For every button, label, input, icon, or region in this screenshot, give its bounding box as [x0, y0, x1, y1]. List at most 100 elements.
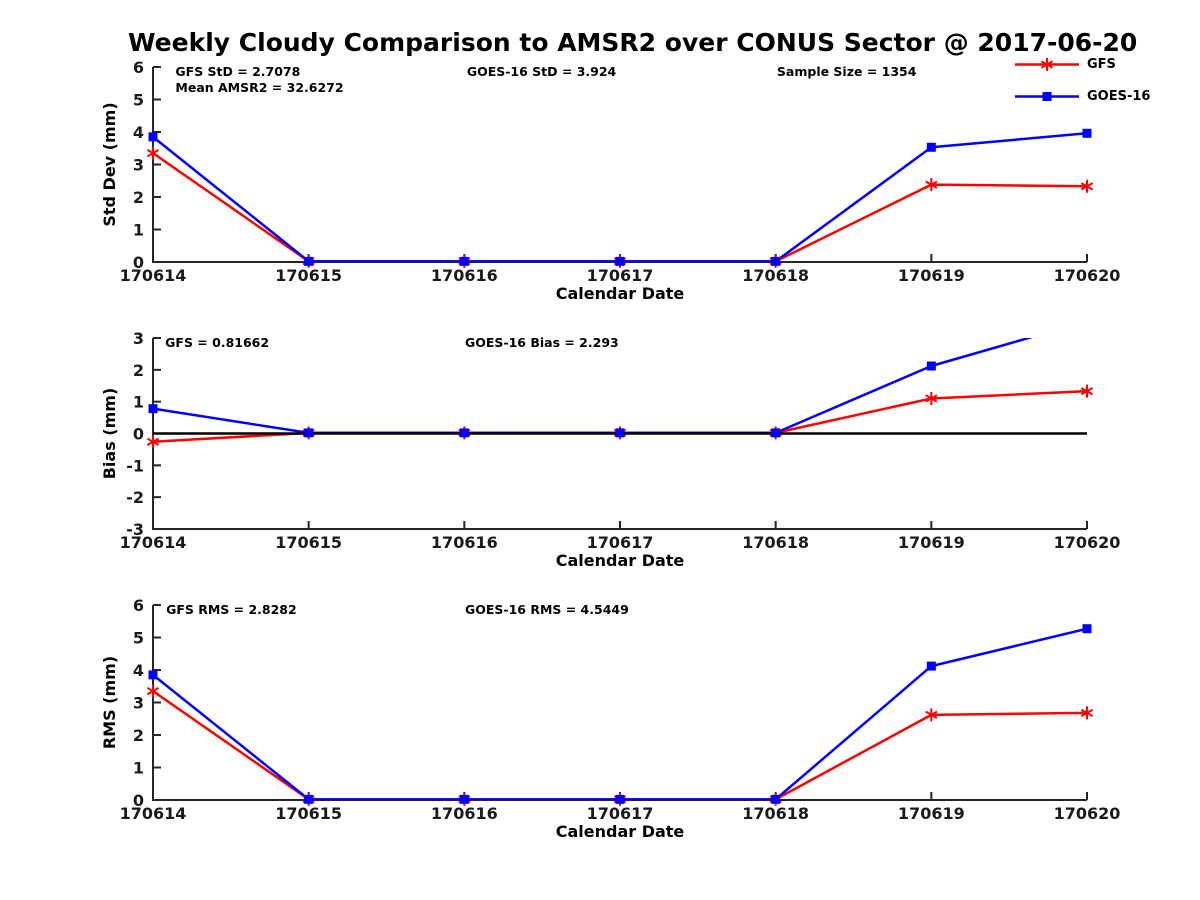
- goes-16-marker: [459, 428, 469, 438]
- y-tick-label: 4: [133, 123, 144, 142]
- y-tick-label: 2: [133, 726, 144, 745]
- legend-item-goes16: GOES-16: [1014, 88, 1150, 105]
- rms-series-lines: [153, 627, 1087, 800]
- y-tick-label: 5: [133, 91, 144, 110]
- x-axis-title: Calendar Date: [556, 551, 685, 570]
- x-axis-title: Calendar Date: [556, 284, 685, 303]
- gfs-marker: [925, 708, 938, 722]
- goes-16-marker: [926, 661, 936, 671]
- x-tick-label: 170615: [275, 266, 342, 285]
- goes-16-markers: [148, 624, 1092, 804]
- y-tick-label: 5: [133, 629, 144, 648]
- gfs-marker: [1080, 384, 1094, 398]
- x-tick-label: 170619: [898, 804, 965, 823]
- goes16-legend-marker: [1042, 92, 1052, 101]
- y-tick-label: 6: [133, 596, 144, 615]
- x-tick-label: 170620: [1054, 266, 1121, 285]
- goes-16-marker: [304, 794, 314, 804]
- x-tick-label: 170615: [275, 533, 342, 552]
- x-tick-label: 170619: [898, 533, 965, 552]
- x-axis-title: Calendar Date: [556, 822, 685, 841]
- stddev-chart: 0 1 2 3 4 5 6 170614 170615 170616 170617 170618 170…: [100, 58, 1120, 303]
- y-tick-label: 3: [133, 329, 144, 348]
- goes-16-line: [153, 338, 1033, 435]
- legend: GFS GOES-16: [1014, 56, 1150, 105]
- gfs-marker: [1080, 706, 1094, 720]
- goes-16-marker: [148, 404, 158, 414]
- x-tick-label: 170614: [120, 266, 187, 285]
- goes-16-marker: [771, 794, 781, 804]
- stddev-annotation: Mean AMSR2 = 32.6272: [175, 80, 343, 95]
- goes-16-marker: [926, 361, 936, 371]
- gfs-markers: [146, 146, 1094, 268]
- y-tick-label: 1: [133, 759, 144, 778]
- x-tick-label: 170619: [898, 266, 965, 285]
- stddev-annotation: Sample Size = 1354: [777, 64, 917, 79]
- goes-16-marker: [148, 670, 158, 680]
- goes-16-marker: [304, 256, 314, 266]
- gfs-marker: [146, 684, 160, 698]
- y-tick-label: -2: [126, 488, 144, 507]
- goes-16-marker: [304, 428, 314, 438]
- y-tick-label: -3: [126, 520, 144, 539]
- gfs-legend-marker: [1040, 58, 1054, 71]
- rms-annotation: GFS RMS = 2.8282: [166, 602, 297, 617]
- goes-16-marker: [615, 256, 625, 266]
- gfs-marker: [925, 391, 938, 405]
- x-tick-label: 170617: [587, 804, 654, 823]
- y-tick-label: 0: [133, 791, 144, 810]
- x-tick-label: 170615: [275, 804, 342, 823]
- goes-16-marker: [1082, 624, 1092, 634]
- gfs-markers: [146, 684, 1094, 806]
- rms-annotation: GOES-16 RMS = 4.5449: [465, 602, 629, 617]
- x-tick-label: 170616: [431, 804, 498, 823]
- goes-16-markers: [148, 361, 936, 438]
- y-tick-label: 1: [133, 393, 144, 412]
- gfs-line: [153, 690, 1087, 800]
- rms-chart: 0 1 2 3 4 5 6 170614 170615 170616 170617 170618 170…: [100, 596, 1120, 841]
- x-tick-label: 170614: [120, 804, 187, 823]
- x-tick-label: 170620: [1054, 804, 1121, 823]
- gfs-line: [153, 152, 1087, 262]
- y-tick-label: -1: [126, 456, 144, 475]
- bias-axes: -3 -2 -1 0 1 2 3 170614 170615 170616 170617 170618…: [120, 329, 1121, 552]
- y-tick-label: 4: [133, 661, 144, 680]
- y-axis-title: Std Dev (mm): [100, 102, 119, 226]
- y-tick-label: 3: [133, 156, 144, 175]
- bias-series-lines: [153, 338, 1087, 444]
- y-tick-label: 2: [133, 188, 144, 207]
- legend-label-goes16: GOES-16: [1087, 89, 1151, 104]
- y-tick-label: 0: [133, 253, 144, 272]
- goes-16-marker: [459, 794, 469, 804]
- x-tick-label: 170618: [742, 804, 809, 823]
- bias-chart: -3 -2 -1 0 1 2 3 170614 170615 170616 170617 170618…: [100, 329, 1121, 570]
- goes-16-marker: [615, 428, 625, 438]
- y-tick-label: 1: [133, 221, 144, 240]
- gfs-marker: [146, 146, 160, 160]
- y-tick-label: 0: [133, 425, 144, 444]
- gfs-markers: [146, 384, 1094, 449]
- goes-16-marker: [1082, 128, 1092, 138]
- bias-annotation: GFS = 0.81662: [165, 335, 269, 350]
- x-tick-label: 170620: [1054, 533, 1121, 552]
- goes-16-line: [153, 132, 1087, 262]
- goes-16-marker: [459, 256, 469, 266]
- x-tick-label: 170617: [587, 533, 654, 552]
- x-tick-label: 170618: [742, 533, 809, 552]
- stddev-annotation: GOES-16 StD = 3.924: [467, 64, 617, 79]
- x-tick-label: 170618: [742, 266, 809, 285]
- legend-label-gfs: GFS: [1087, 57, 1116, 72]
- goes-16-marker: [926, 142, 936, 152]
- y-tick-label: 6: [133, 58, 144, 77]
- y-tick-label: 3: [133, 694, 144, 713]
- gfs-marker: [925, 178, 938, 192]
- goes16-line-square-icon: [1015, 92, 1079, 101]
- y-axis-title: RMS (mm): [100, 656, 119, 749]
- rms-axes: 0 1 2 3 4 5 6 170614 170615 170616 170617 170618 170…: [120, 596, 1121, 823]
- goes-16-marker: [615, 794, 625, 804]
- stddev-series-lines: [153, 132, 1087, 262]
- x-tick-label: 170617: [587, 266, 654, 285]
- x-tick-label: 170616: [431, 533, 498, 552]
